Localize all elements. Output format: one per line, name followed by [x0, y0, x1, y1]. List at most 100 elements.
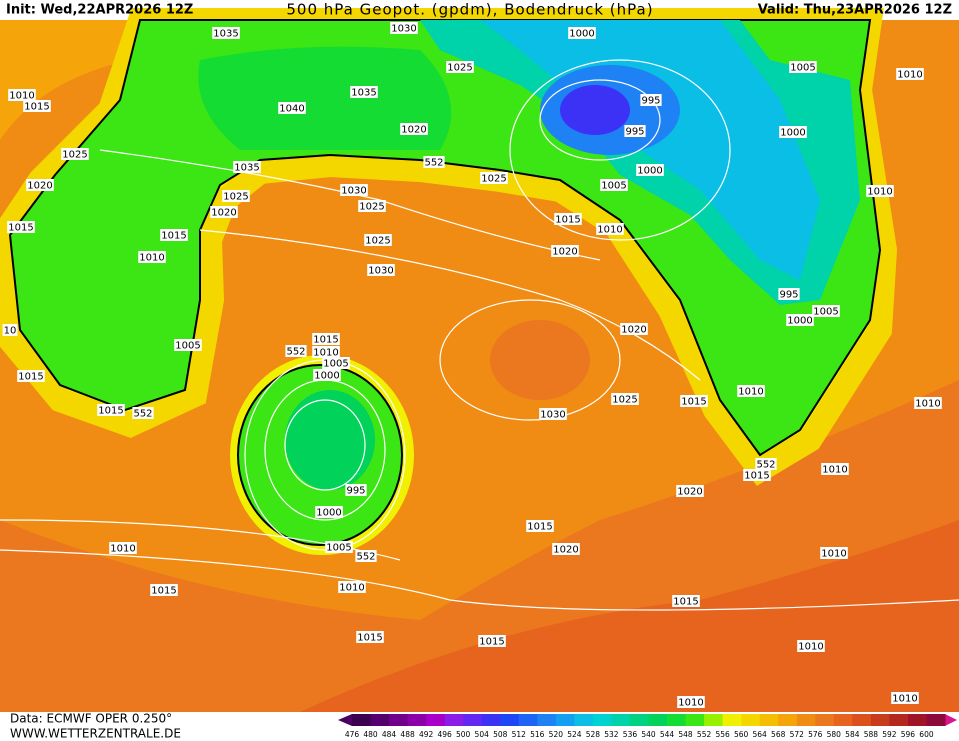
- website: WWW.WETTERZENTRALE.DE: [10, 727, 181, 741]
- isobar-label: 1015: [673, 597, 698, 608]
- scale-swatch: [574, 714, 594, 726]
- isobar-label: 1000: [787, 316, 812, 327]
- scale-label: 540: [641, 730, 656, 739]
- isobar-label-box: [677, 696, 705, 708]
- cutoff-low-core: [285, 390, 375, 490]
- isobar-label-box: [97, 404, 125, 416]
- isobar-label-box: [755, 458, 777, 470]
- scale-swatch: [778, 714, 798, 726]
- isobar-label: 1030: [341, 186, 366, 197]
- isobar-label-box: [596, 223, 624, 235]
- color-scale: 476 480 484 488 492 496 500 504 508 512 516 520 524 5…: [338, 714, 957, 739]
- isobar-label-box: [61, 148, 89, 160]
- isobar-label-box: [222, 190, 250, 202]
- isobar-label: 1010: [597, 225, 622, 236]
- isobar-label-box: [313, 369, 341, 381]
- scale-swatch: [592, 714, 612, 726]
- isobar-label-box: [672, 595, 700, 607]
- isobar-label: 552: [356, 552, 375, 563]
- scale-swatch: [370, 714, 390, 726]
- isobar-label: 1015: [479, 637, 504, 648]
- isobar-label: 1010: [110, 544, 135, 555]
- isobar-label: 1015: [151, 586, 176, 597]
- isobar-label: 1020: [401, 125, 426, 136]
- scale-swatch: [518, 714, 538, 726]
- isobar-label: 1010: [678, 698, 703, 709]
- isobar-label: 1015: [357, 633, 382, 644]
- scale-swatch: [426, 714, 446, 726]
- scale-swatch: [741, 714, 761, 726]
- isobar-label-box: [779, 126, 807, 138]
- isobar-label: 552: [133, 409, 152, 420]
- scale-label: 516: [530, 730, 545, 739]
- isobar-label: 1010: [822, 465, 847, 476]
- isobar-label: 1040: [279, 104, 304, 115]
- isobar-label: 552: [424, 158, 443, 169]
- isobar-label: 1010: [821, 549, 846, 560]
- field-red-orange: [300, 520, 959, 712]
- isobar-label-box: [23, 100, 51, 112]
- scale-label: 532: [604, 730, 619, 739]
- isobar-label: 1030: [368, 266, 393, 277]
- map-field: [0, 8, 959, 712]
- green-greenland: [198, 46, 452, 150]
- scale-label: 576: [808, 730, 823, 739]
- isobar-label-box: [554, 213, 582, 225]
- isobar-label-box: [340, 184, 368, 196]
- isobar-label-box: [358, 200, 386, 212]
- isobar-label: 1010: [867, 187, 892, 198]
- scale-label: 560: [734, 730, 749, 739]
- scale-label: 596: [901, 730, 916, 739]
- isobar-label-box: [636, 164, 664, 176]
- scale-swatch: [852, 714, 872, 726]
- isobar-label-box: [325, 541, 353, 553]
- isobar-label: 1025: [481, 174, 506, 185]
- scale-label: 580: [827, 730, 842, 739]
- scale-label: 536: [623, 730, 638, 739]
- scale-arrow-right: [945, 714, 957, 726]
- isobar-label: 1005: [326, 543, 351, 554]
- scale-swatch: [611, 714, 631, 726]
- isobar-label: 1005: [323, 359, 348, 370]
- scale-swatch: [500, 714, 520, 726]
- isobar-label: 1025: [365, 236, 390, 247]
- isobar-label-box: [150, 584, 178, 596]
- isobar-label: 1000: [316, 508, 341, 519]
- isobar-label-box: [820, 547, 848, 559]
- isobar-label: 995: [625, 127, 644, 138]
- scale-swatch: [629, 714, 649, 726]
- scale-label: 492: [419, 730, 434, 739]
- ridge-core: [490, 320, 590, 400]
- isobar-label: 1015: [98, 406, 123, 417]
- isobar-label-box: [743, 469, 771, 481]
- isobar-label-box: [400, 123, 428, 135]
- isobar-label-box: [312, 346, 340, 358]
- isobar-label: 1010: [9, 91, 34, 102]
- scale-label: 564: [753, 730, 768, 739]
- isobar-label-box: [624, 125, 646, 137]
- scale-swatch: [815, 714, 835, 726]
- isobar-label: 1035: [351, 88, 376, 99]
- isobar-label-box: [17, 370, 45, 382]
- isobar-label: 1015: [313, 335, 338, 346]
- isobar-label-box: [737, 385, 765, 397]
- scale-swatch: [555, 714, 575, 726]
- isobar-label: 1005: [813, 307, 838, 318]
- isobar-label: 1020: [621, 325, 646, 336]
- scale-label: 520: [549, 730, 564, 739]
- isobar-label-box: [539, 408, 567, 420]
- scale-swatch: [759, 714, 779, 726]
- scale-swatch: [648, 714, 668, 726]
- isobar-label-box: [364, 234, 392, 246]
- isobar-label: 1010: [897, 70, 922, 81]
- scale-swatch: [352, 714, 372, 726]
- isobar-label: 1020: [27, 181, 52, 192]
- isobar-label: 1020: [553, 545, 578, 556]
- isobar-label: 1010: [798, 642, 823, 653]
- scale-swatch: [796, 714, 816, 726]
- isobar-label: 552: [756, 460, 775, 471]
- isobar-label: 1015: [527, 522, 552, 533]
- isobar-label: 1000: [780, 128, 805, 139]
- isobar-label: 995: [346, 486, 365, 497]
